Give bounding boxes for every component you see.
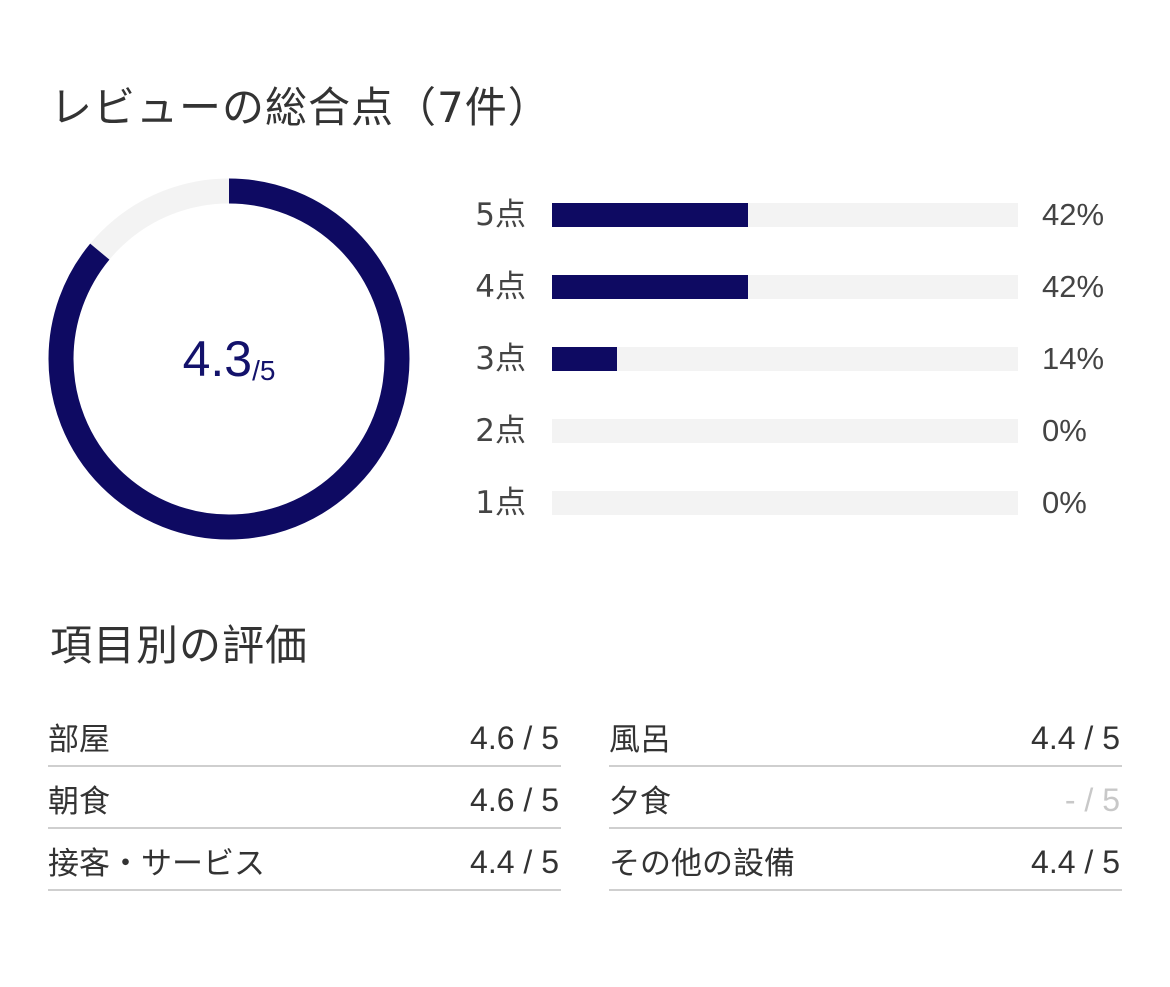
donut-chart [48, 178, 410, 540]
overall-score-donut: 4.3/5 [48, 178, 410, 540]
distribution-row-4: 4点 42% [440, 267, 1140, 307]
distribution-label: 3点 [475, 341, 526, 377]
distribution-bar-fill [552, 347, 618, 371]
overall-score-max: /5 [252, 355, 276, 386]
distribution-percent: 14% [1042, 341, 1105, 376]
category-rating-breakfast: 朝食 4.6 / 5 [48, 768, 561, 829]
distribution-bar-track [552, 419, 1018, 443]
overall-score: 4.3/5 [48, 178, 410, 540]
distribution-row-1: 1点 0% [440, 483, 1140, 523]
category-name: その他の設備 [609, 846, 795, 882]
category-rating-service: 接客・サービス 4.4 / 5 [48, 830, 561, 891]
category-score: - / 5 [1064, 782, 1120, 818]
category-name: 接客・サービス [48, 846, 265, 882]
distribution-label: 4点 [475, 269, 526, 305]
category-rating-other-facilities: その他の設備 4.4 / 5 [609, 830, 1122, 891]
category-rating-dinner: 夕食 - / 5 [609, 768, 1122, 829]
overall-score-value: 4.3 [182, 331, 253, 387]
distribution-label: 5点 [475, 197, 526, 233]
category-rating-bath: 風呂 4.4 / 5 [609, 706, 1122, 767]
distribution-bar-track [552, 275, 1018, 299]
distribution-bar-track [552, 347, 1018, 371]
distribution-label: 2点 [475, 413, 526, 449]
distribution-percent: 42% [1042, 197, 1105, 232]
category-score: 4.4 / 5 [1031, 844, 1120, 880]
category-score: 4.6 / 5 [470, 782, 559, 818]
distribution-row-3: 3点 14% [440, 339, 1140, 379]
distribution-bar-fill [552, 203, 748, 227]
distribution-bar-fill [552, 275, 748, 299]
category-name: 朝食 [48, 784, 110, 820]
category-name: 風呂 [609, 722, 671, 758]
donut-score-arc [48, 178, 410, 540]
distribution-bar-track [552, 491, 1018, 515]
overall-rating-title: レビューの総合点（7件） [50, 83, 551, 132]
category-name: 夕食 [609, 784, 671, 820]
category-ratings-title: 項目別の評価 [50, 621, 309, 670]
distribution-bar-track [552, 203, 1018, 227]
category-score: 4.4 / 5 [470, 844, 559, 880]
distribution-percent: 0% [1042, 485, 1087, 520]
distribution-row-5: 5点 42% [440, 195, 1140, 235]
distribution-row-2: 2点 0% [440, 411, 1140, 451]
distribution-label: 1点 [475, 485, 526, 521]
category-score: 4.4 / 5 [1031, 720, 1120, 756]
distribution-percent: 0% [1042, 413, 1087, 448]
distribution-percent: 42% [1042, 269, 1105, 304]
category-rating-room: 部屋 4.6 / 5 [48, 706, 561, 767]
category-name: 部屋 [48, 722, 110, 758]
category-score: 4.6 / 5 [470, 720, 559, 756]
